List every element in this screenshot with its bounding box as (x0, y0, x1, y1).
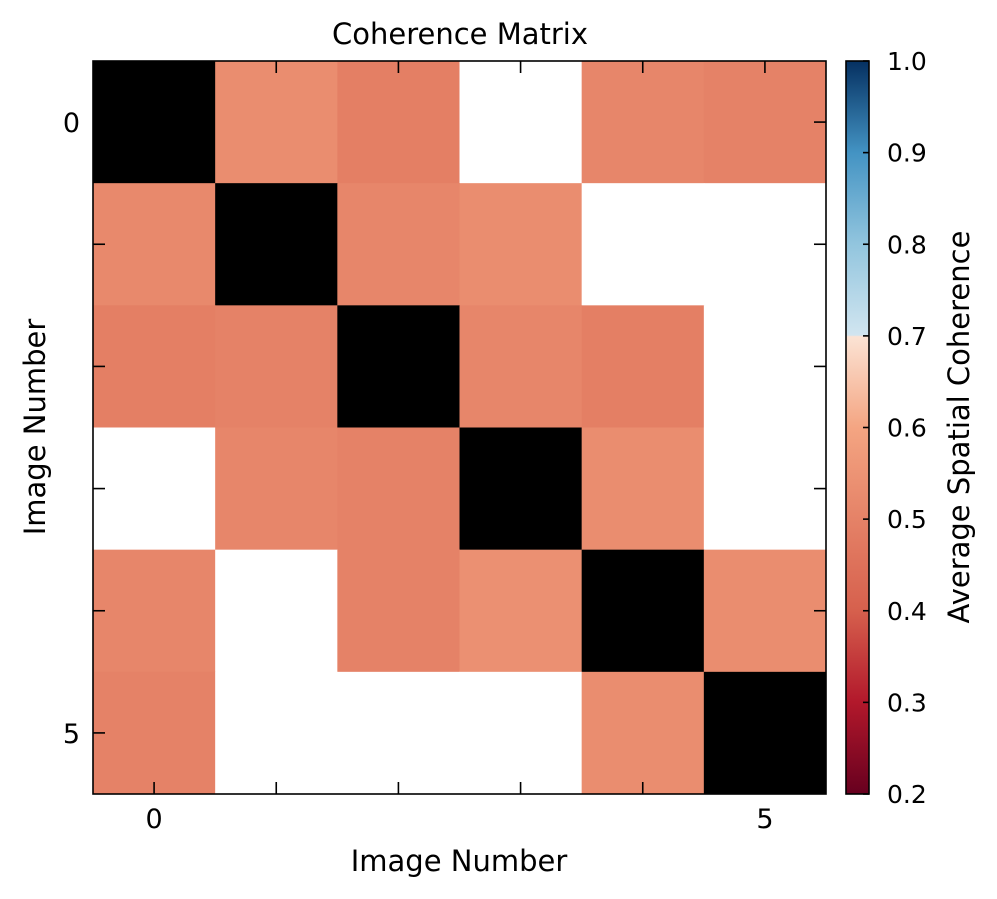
heatmap-cell (337, 427, 460, 551)
heatmap-cell (93, 427, 216, 551)
colorbar-label: Average Spatial Coherence (942, 231, 976, 624)
heatmap-cell (581, 549, 705, 673)
heatmap-cell (215, 305, 338, 428)
colorbar-tick-label: 0.2 (887, 780, 927, 809)
heatmap-cell (93, 549, 216, 673)
heatmap-cell (459, 61, 583, 184)
heatmap-cell (703, 183, 827, 306)
y-tick-label: 0 (63, 108, 80, 139)
colorbar-tick-label: 0.9 (887, 139, 927, 168)
heatmap-cell (581, 61, 705, 184)
heatmap-cell (459, 183, 583, 306)
heatmap-cell (337, 61, 460, 184)
colorbar-tick-label: 0.7 (887, 322, 927, 351)
heatmap-cell (459, 549, 583, 673)
heatmap-cell (215, 671, 338, 795)
heatmap-cell (337, 549, 460, 673)
heatmap-cell (703, 61, 827, 184)
heatmap-cell (459, 671, 583, 795)
heatmap-cell (459, 305, 583, 428)
y-axis-ticks: 05 (63, 108, 826, 750)
colorbar-tick-label: 1.0 (887, 47, 927, 76)
heatmap-cell (93, 305, 216, 428)
heatmap-cell (703, 305, 827, 428)
heatmap-cell (93, 183, 216, 306)
heatmap-cell (215, 61, 338, 184)
x-axis-label: Image Number (351, 844, 568, 878)
heatmap-cell (337, 671, 460, 795)
colorbar-tick-label: 0.3 (887, 688, 927, 717)
colorbar-tick-label: 0.5 (887, 505, 927, 534)
y-tick-label: 5 (63, 719, 80, 750)
chart-title: Coherence Matrix (332, 17, 588, 51)
heatmap-cell (459, 427, 583, 551)
colorbar-tick-label: 0.8 (887, 230, 927, 259)
heatmap-cell (581, 305, 705, 428)
heatmap-cell (703, 427, 827, 551)
heatmap-cell (215, 183, 338, 306)
colorbar-ticks: 0.2 0.3 0.4 0.5 0.6 0.7 0.8 0.9 1.0 (863, 47, 927, 809)
heatmap-cell (581, 183, 705, 306)
heatmap-cells (93, 61, 827, 795)
x-tick-label: 5 (756, 804, 773, 835)
colorbar-tick-label: 0.6 (887, 414, 927, 443)
plot-frame (92, 60, 827, 795)
heatmap-cell (215, 427, 338, 551)
heatmap-cell (337, 183, 460, 306)
y-axis-label: Image Number (18, 319, 52, 536)
heatmap-cell (337, 305, 460, 428)
heatmap-cell (581, 427, 705, 551)
heatmap-cell (703, 671, 827, 795)
heatmap-cell (93, 61, 216, 184)
colorbar-tick-label: 0.4 (887, 597, 927, 626)
heatmap-cell (703, 549, 827, 673)
heatmap-cell (93, 671, 216, 795)
heatmap-cell (581, 671, 705, 795)
x-tick-label: 0 (145, 804, 162, 835)
heatmap-cell (215, 549, 338, 673)
